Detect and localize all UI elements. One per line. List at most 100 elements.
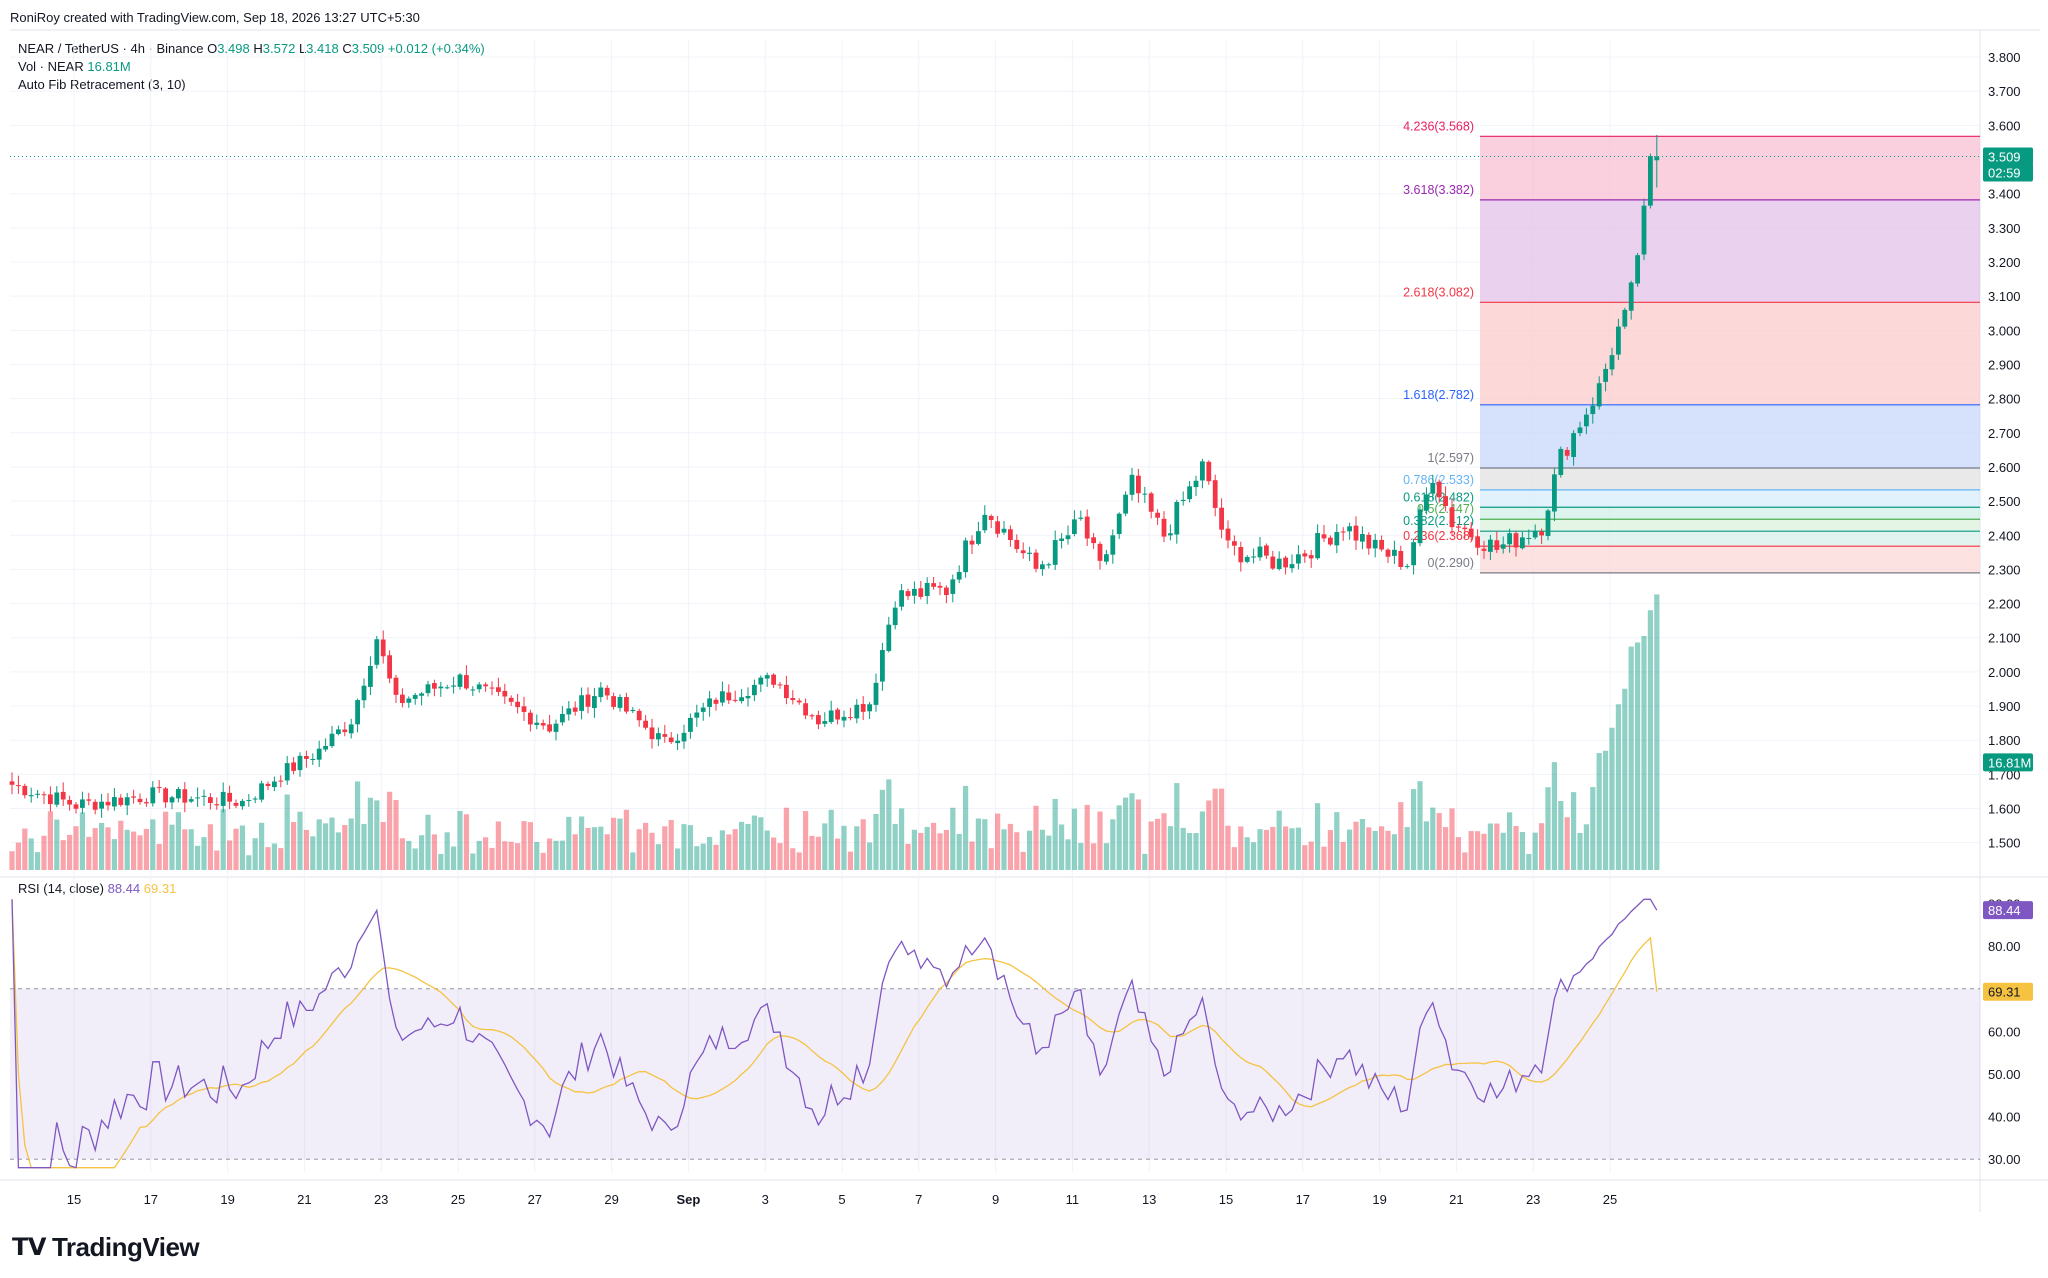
volume-bar bbox=[291, 822, 297, 870]
volume-bar bbox=[1142, 853, 1148, 870]
candle-body bbox=[1392, 549, 1397, 556]
candle-body bbox=[387, 655, 392, 679]
candle-body bbox=[1174, 502, 1180, 535]
volume-bar bbox=[1052, 798, 1058, 870]
volume-bar bbox=[182, 829, 188, 870]
volume-bar bbox=[918, 832, 924, 870]
candle-body bbox=[694, 712, 700, 718]
candle-body bbox=[208, 797, 213, 803]
volume-bar bbox=[726, 834, 732, 870]
volume-bar bbox=[963, 785, 969, 870]
candle-body bbox=[1398, 550, 1404, 568]
candle-body bbox=[252, 798, 258, 800]
candle-body bbox=[1552, 474, 1557, 512]
candle-body bbox=[1200, 461, 1205, 481]
candle-body bbox=[937, 585, 943, 588]
candle-body bbox=[1219, 507, 1224, 530]
volume-bar bbox=[783, 807, 789, 870]
candle-body bbox=[131, 796, 136, 798]
candle-body bbox=[1526, 537, 1532, 539]
candle-body bbox=[848, 717, 853, 719]
candle-body bbox=[1654, 156, 1660, 161]
volume-legend-row[interactable]: Vol · NEAR 16.81M bbox=[18, 58, 485, 76]
tradingview-logo[interactable]: 𝗧𝗩 TradingView bbox=[12, 1232, 200, 1263]
candle-body bbox=[1641, 205, 1647, 255]
volume-bar bbox=[163, 811, 169, 870]
price-tick-label: 1.500 bbox=[1988, 836, 2021, 851]
candle-body bbox=[112, 797, 117, 807]
volume-bar bbox=[1481, 833, 1487, 870]
volume-bar bbox=[1327, 830, 1333, 870]
volume-bar bbox=[342, 825, 348, 870]
volume-bar bbox=[1462, 852, 1468, 870]
candle-body bbox=[1129, 474, 1135, 495]
candle-body bbox=[195, 797, 200, 799]
candle-body bbox=[67, 799, 72, 805]
volume-bar bbox=[687, 825, 693, 870]
volume-bar bbox=[150, 819, 156, 870]
fib-zone bbox=[1480, 467, 1980, 490]
rsi-legend[interactable]: RSI (14, close) 88.44 69.31 bbox=[18, 881, 176, 896]
candle-body bbox=[48, 794, 53, 805]
candle-body bbox=[1257, 546, 1263, 558]
time-tick-label: 29 bbox=[604, 1192, 618, 1207]
candle-body bbox=[16, 785, 21, 787]
candle-body bbox=[464, 675, 469, 689]
candle-body bbox=[41, 794, 47, 796]
symbol-label[interactable]: NEAR / TetherUS · 4h · Binance bbox=[18, 41, 204, 56]
fib-legend-row[interactable]: Auto Fib Retracement (3, 10) bbox=[18, 76, 485, 94]
volume-bar bbox=[815, 836, 821, 870]
symbol-legend-row[interactable]: NEAR / TetherUS · 4h · Binance O3.498 H3… bbox=[18, 40, 485, 58]
candle-body bbox=[1507, 533, 1512, 545]
rsi-pane bbox=[10, 898, 1980, 1169]
fib-retracement[interactable]: 4.236(3.568) 3.618(3.382) 2.618(3.082) 1.61… bbox=[1403, 119, 1980, 574]
volume-bar bbox=[1545, 787, 1551, 870]
volume-bar bbox=[764, 830, 770, 870]
candle-body bbox=[547, 724, 552, 732]
volume-bar bbox=[1001, 829, 1007, 870]
time-tick-label: 17 bbox=[144, 1192, 158, 1207]
volume-bar bbox=[271, 843, 277, 870]
fib-level-label: 0.618(2.482) bbox=[1403, 490, 1474, 504]
candle-body bbox=[566, 708, 572, 715]
fib-zone bbox=[1480, 404, 1980, 468]
volume-bar bbox=[1027, 830, 1033, 870]
volume-bar bbox=[220, 809, 226, 870]
volume-bar bbox=[559, 840, 565, 870]
candle-body bbox=[1168, 533, 1173, 536]
volume-bar bbox=[374, 800, 380, 870]
candle-body bbox=[1225, 528, 1231, 541]
volume-bar bbox=[111, 839, 117, 870]
volume-bar bbox=[1065, 839, 1071, 870]
volume-bar bbox=[1263, 829, 1269, 870]
volume-bar bbox=[911, 829, 917, 870]
fib-level-label: 1(2.597) bbox=[1427, 451, 1474, 465]
low-value: 3.418 bbox=[306, 41, 339, 56]
candle-body bbox=[297, 755, 303, 771]
candle-body bbox=[1001, 528, 1007, 533]
time-tick-label: 13 bbox=[1142, 1192, 1156, 1207]
candle-body bbox=[905, 591, 911, 597]
candle-body bbox=[1584, 414, 1589, 427]
volume-bar bbox=[431, 834, 437, 870]
candle-body bbox=[316, 748, 322, 760]
volume-bar bbox=[175, 812, 181, 870]
candle-body bbox=[931, 583, 936, 587]
price-tick-label: 3.100 bbox=[1988, 289, 2021, 304]
candle-body bbox=[796, 700, 802, 703]
candle-body bbox=[912, 588, 917, 596]
fib-zone bbox=[1480, 546, 1980, 573]
candle-body bbox=[1424, 494, 1429, 511]
volume-bar bbox=[259, 822, 265, 870]
volume-bar bbox=[1436, 813, 1442, 870]
volume-bar bbox=[1231, 847, 1237, 870]
volume-bar bbox=[67, 834, 73, 870]
volume-bar bbox=[1206, 800, 1212, 870]
candle-body bbox=[489, 687, 495, 689]
candle-body bbox=[1520, 537, 1525, 549]
volume-bar bbox=[214, 850, 220, 870]
volume-bar bbox=[1404, 827, 1410, 870]
volume-value: 16.81M bbox=[87, 59, 131, 74]
